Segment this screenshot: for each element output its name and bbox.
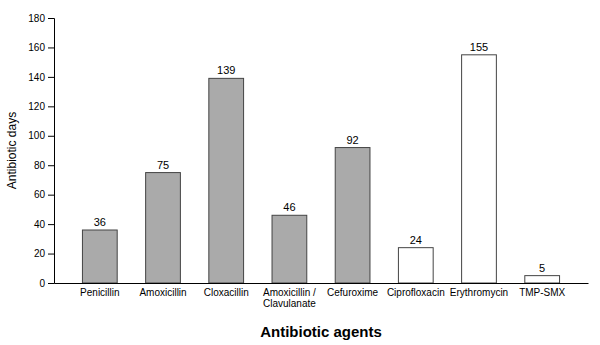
x-tick: Erythromycin (450, 287, 508, 298)
x-tick: Amoxicillin (139, 287, 186, 298)
y-tick-mark (48, 77, 54, 78)
x-tick: Cloxacillin (204, 287, 249, 298)
y-tick-mark (48, 254, 54, 255)
bar (82, 230, 117, 283)
data-label: 5 (539, 262, 545, 274)
y-tick: 20 (34, 248, 54, 259)
data-label: 92 (346, 134, 358, 146)
bars (82, 55, 559, 283)
y-tick: 100 (28, 130, 54, 141)
x-tick: Ciprofloxacin (387, 287, 445, 298)
y-axis-title: Antibiotic days (5, 112, 19, 189)
chart: 36 75 139 46 92 24 155 5 Penicillin Amoxicillin Cl… (0, 0, 600, 345)
y-tick: 0 (39, 278, 54, 289)
x-tick-label-line: Clavulanate (263, 298, 316, 309)
bar (462, 55, 497, 283)
x-tick-label: Ciprofloxacin (387, 287, 445, 298)
x-tick-label: Cefuroxime (327, 287, 379, 298)
y-tick: 160 (28, 42, 54, 53)
y-tick: 120 (28, 101, 54, 112)
y-tick-label: 0 (39, 278, 45, 289)
data-label: 24 (410, 234, 422, 246)
x-tick-label: Amoxicillin (139, 287, 186, 298)
y-tick-mark (48, 165, 54, 166)
y-tick-label: 60 (34, 189, 46, 200)
bar (398, 248, 433, 283)
x-tick: Penicillin (80, 287, 119, 298)
data-label: 46 (283, 201, 295, 213)
x-axis: Penicillin Amoxicillin Cloxacillin Amoxicil… (55, 284, 589, 310)
x-tick-label: Erythromycin (450, 287, 508, 298)
y-axis: 0 20 40 60 80 100 120 140 160 180 (28, 13, 54, 289)
data-labels: 36 75 139 46 92 24 155 5 (94, 41, 546, 274)
y-axis-line (48, 19, 55, 284)
y-tick-label: 100 (28, 130, 45, 141)
x-tick-label: TMP-SMX (519, 287, 565, 298)
x-tick: TMP-SMX (519, 287, 565, 298)
data-label: 155 (470, 41, 488, 53)
bar (525, 276, 560, 283)
y-tick-mark (48, 224, 54, 225)
x-tick-label: Penicillin (80, 287, 119, 298)
bar (335, 148, 370, 283)
chart-container: 36 75 139 46 92 24 155 5 Penicillin Amoxicillin Cl… (0, 0, 600, 345)
y-tick-label: 140 (28, 72, 45, 83)
x-tick: Cefuroxime (327, 287, 379, 298)
y-tick-mark (48, 47, 54, 48)
data-label: 36 (94, 216, 106, 228)
data-label: 139 (217, 64, 235, 76)
x-tick: Amoxicillin /Clavulanate (263, 287, 316, 309)
y-tick-label: 80 (34, 160, 46, 171)
y-tick: 60 (34, 189, 54, 200)
x-tick-label: Amoxicillin /Clavulanate (263, 287, 316, 309)
y-tick-label: 120 (28, 101, 45, 112)
bar (272, 215, 307, 283)
y-tick-mark (48, 136, 54, 137)
y-tick: 80 (34, 160, 54, 171)
x-tick-label: Cloxacillin (204, 287, 249, 298)
x-axis-title: Antibiotic agents (260, 323, 382, 340)
y-tick-label: 40 (34, 219, 46, 230)
x-axis-line (55, 283, 589, 284)
bar (209, 78, 244, 283)
y-tick-mark (48, 106, 54, 107)
x-tick-label-line: Amoxicillin / (263, 287, 316, 298)
y-tick-mark (48, 195, 54, 196)
y-tick-label: 160 (28, 42, 45, 53)
bar (146, 173, 181, 283)
y-tick-label: 180 (28, 13, 45, 24)
y-tick-label: 20 (34, 248, 46, 259)
y-tick: 140 (28, 72, 54, 83)
data-label: 75 (157, 159, 169, 171)
y-tick-mark (48, 18, 54, 19)
y-tick: 40 (34, 219, 54, 230)
y-tick: 180 (28, 13, 54, 24)
y-tick-mark (48, 283, 54, 284)
